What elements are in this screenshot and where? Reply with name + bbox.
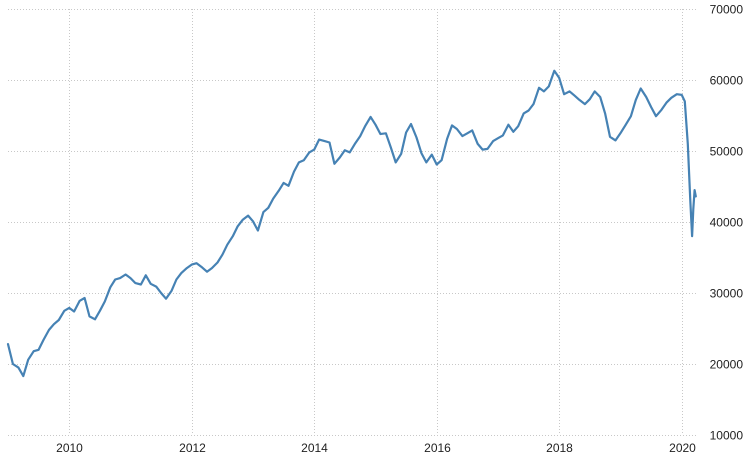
y-tick-label: 10000	[710, 429, 744, 443]
y-tick-label: 50000	[710, 145, 744, 159]
x-tick-label: 2014	[301, 441, 328, 455]
x-tick-label: 2010	[56, 441, 83, 455]
x-tick-label: 2016	[424, 441, 451, 455]
series-layer	[6, 69, 697, 378]
y-tick-label: 60000	[710, 74, 744, 88]
y-axis-ticks: 10000 20000 30000 40000 50000 60000 70000	[710, 3, 744, 443]
x-axis-ticks: 2010 2012 2014 2016 2018 2020	[56, 441, 696, 455]
x-tick-label: 2020	[669, 441, 696, 455]
x-tick-label: 2018	[546, 441, 573, 455]
y-tick-label: 70000	[710, 3, 744, 17]
y-tick-label: 20000	[710, 358, 744, 372]
y-tick-label: 40000	[710, 216, 744, 230]
y-tick-label: 30000	[710, 287, 744, 301]
grid-lines	[8, 9, 697, 436]
x-tick-label: 2012	[179, 441, 206, 455]
series-line	[6, 69, 697, 378]
